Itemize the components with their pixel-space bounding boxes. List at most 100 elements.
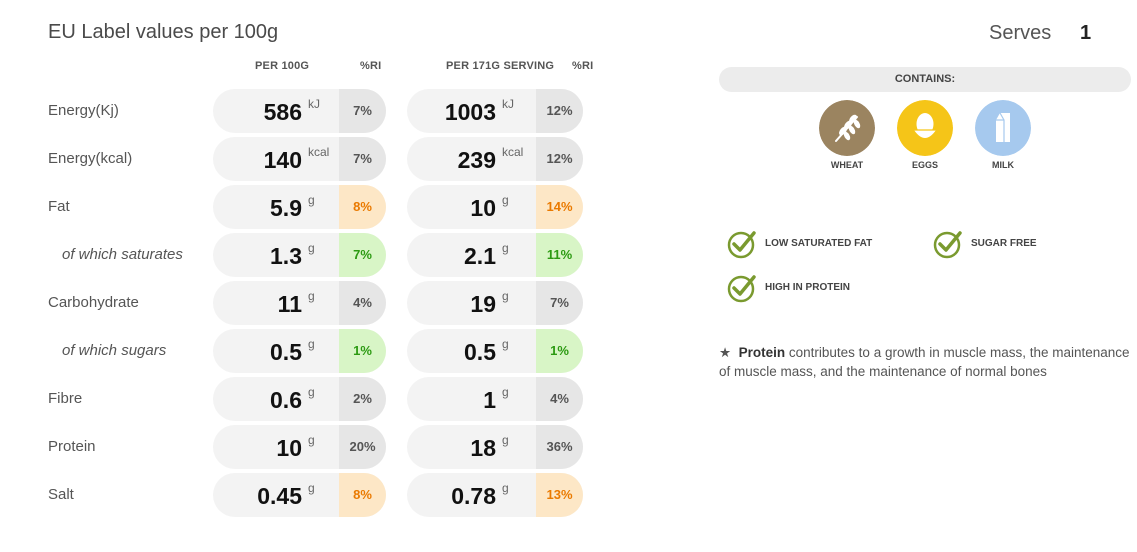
nutrient-per-100g-cell: 0.5 g 1% (213, 329, 386, 373)
ri-percent: 13% (536, 473, 583, 517)
nutrient-unit: kcal (502, 145, 524, 159)
nutrient-value: 0.45 (257, 483, 302, 509)
nutrient-label: Carbohydrate (48, 294, 139, 311)
nutrient-per-serving-cell: 0.78 g 13% (407, 473, 583, 517)
nutrient-label: Fat (48, 198, 70, 215)
claim-label: SUGAR FREE (971, 238, 1037, 249)
allergen-label: WHEAT (830, 160, 864, 170)
egg-icon (897, 100, 953, 156)
nutrient-value: 19 (470, 291, 496, 317)
nutrient-unit: g (308, 193, 315, 207)
nutrient-value: 2.1 (464, 243, 496, 269)
nutrient-value: 239 (457, 147, 496, 173)
nutrient-unit: g (308, 241, 315, 255)
nutrient-label: of which saturates (62, 246, 183, 263)
contains-header: CONTAINS: (719, 67, 1131, 92)
nutrient-value: 11 (277, 291, 302, 317)
nutrient-label: Energy(Kj) (48, 102, 119, 119)
note-text: contributes to a growth in muscle mass, … (719, 345, 1130, 379)
nutrient-per-100g-cell: 0.45 g 8% (213, 473, 386, 517)
col-header-per-100g: PER 100G (255, 60, 310, 72)
ri-percent: 7% (339, 233, 386, 277)
nutrient-per-serving-cell: 239 kcal 12% (407, 137, 583, 181)
nutrient-per-100g-cell: 10 g 20% (213, 425, 386, 469)
nutrient-unit: kcal (308, 145, 330, 159)
serves-label: Serves (989, 22, 1052, 44)
checkmark-icon (727, 231, 756, 259)
allergen-milk: MILK (975, 100, 1031, 170)
nutrient-label: Energy(kcal) (48, 150, 133, 167)
ri-percent: 2% (339, 377, 386, 421)
allergen-wheat: WHEAT (819, 100, 875, 170)
allergen-eggs: EGGS (897, 100, 953, 170)
nutrient-per-100g-cell: 1.3 g 7% (213, 233, 386, 277)
ri-percent: 8% (339, 473, 386, 517)
nutrient-value: 586 (263, 99, 302, 125)
note-bold: Protein (738, 345, 786, 360)
nutrient-unit: g (502, 193, 509, 207)
ri-percent: 36% (536, 425, 583, 469)
page-title: EU Label values per 100g (48, 21, 279, 43)
ri-percent: 20% (339, 425, 386, 469)
nutrient-label: Salt (48, 486, 74, 503)
ri-percent: 12% (536, 89, 583, 133)
nutrient-per-serving-cell: 2.1 g 11% (407, 233, 583, 277)
nutrient-per-100g-cell: 5.9 g 8% (213, 185, 386, 229)
ri-percent: 7% (339, 89, 386, 133)
checkmark-icon (933, 231, 962, 259)
ri-percent: 4% (536, 377, 583, 421)
nutrient-unit: g (502, 241, 509, 255)
nutrient-unit: g (502, 481, 509, 495)
ri-percent: 1% (536, 329, 583, 373)
ri-percent: 14% (536, 185, 583, 229)
allergen-label: EGGS (911, 160, 938, 170)
nutrient-value: 0.5 (270, 339, 302, 365)
col-header-per-serving: PER 171G SERVING (446, 60, 555, 72)
col-header-ri-100g: %RI (360, 60, 382, 72)
milk-carton-icon (975, 100, 1031, 156)
nutrient-label: Protein (48, 438, 96, 455)
nutrient-unit: g (308, 481, 315, 495)
nutrient-per-serving-cell: 18 g 36% (407, 425, 583, 469)
serves-value: 1 (1080, 22, 1092, 44)
nutrient-value: 1003 (444, 99, 496, 125)
nutrient-per-serving-cell: 1 g 4% (407, 377, 583, 421)
nutrient-unit: g (502, 337, 509, 351)
nutrient-unit: g (308, 385, 315, 399)
nutrient-value: 0.5 (464, 339, 496, 365)
nutrient-unit: g (502, 433, 509, 447)
nutrient-label: Fibre (48, 390, 83, 407)
nutrient-per-100g-cell: 11 g 4% (213, 281, 386, 325)
wheat-icon (819, 100, 875, 156)
nutrient-per-serving-cell: 19 g 7% (407, 281, 583, 325)
nutrient-value: 10 (470, 195, 496, 221)
nutrient-value: 0.78 (451, 483, 496, 509)
nutrient-value: 140 (263, 147, 302, 173)
col-header-ri-serving: %RI (572, 60, 594, 72)
nutrient-per-serving-cell: 1003 kJ 12% (407, 89, 583, 133)
ri-percent: 4% (339, 281, 386, 325)
nutrient-unit: g (308, 289, 315, 303)
nutrient-unit: g (308, 433, 315, 447)
nutrient-value: 1 (483, 387, 496, 413)
nutrient-per-100g-cell: 0.6 g 2% (213, 377, 386, 421)
ri-percent: 7% (339, 137, 386, 181)
protein-claim-note: ★ Protein contributes to a growth in mus… (719, 343, 1131, 381)
ri-percent: 8% (339, 185, 386, 229)
nutrient-per-serving-cell: 10 g 14% (407, 185, 583, 229)
nutrient-value: 5.9 (270, 195, 302, 221)
nutrient-value: 18 (470, 435, 496, 461)
nutrient-value: 1.3 (270, 243, 302, 269)
nutrient-unit: kJ (308, 97, 320, 111)
checkmark-icon (727, 275, 756, 303)
nutrient-value: 10 (276, 435, 302, 461)
ri-percent: 12% (536, 137, 583, 181)
nutrient-unit: g (502, 289, 509, 303)
nutrient-unit: g (308, 337, 315, 351)
nutrient-per-100g-cell: 586 kJ 7% (213, 89, 386, 133)
nutrient-value: 0.6 (270, 387, 302, 413)
nutrient-per-serving-cell: 0.5 g 1% (407, 329, 583, 373)
allergen-label: MILK (992, 160, 1014, 170)
ri-percent: 7% (536, 281, 583, 325)
claim-label: HIGH IN PROTEIN (765, 282, 851, 293)
